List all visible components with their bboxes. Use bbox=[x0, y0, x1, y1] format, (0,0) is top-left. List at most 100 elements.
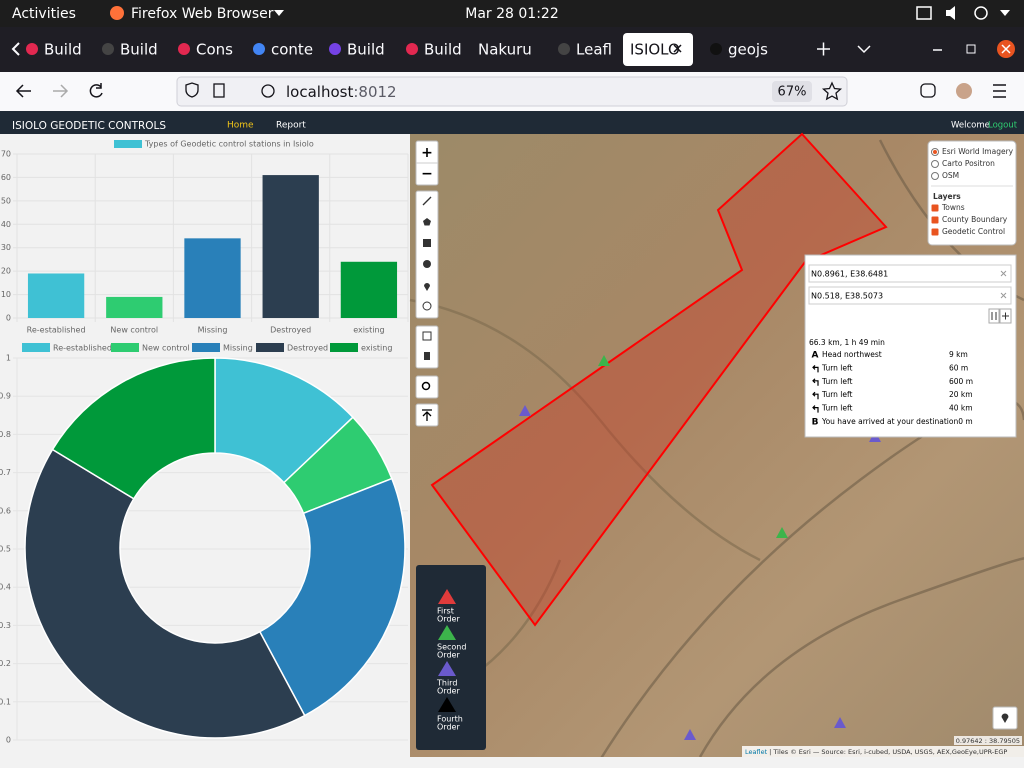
draw-line[interactable] bbox=[422, 196, 432, 206]
overlay-label[interactable]: Geodetic Control bbox=[942, 227, 1005, 236]
control-marker[interactable] bbox=[519, 405, 531, 416]
tab-active[interactable] bbox=[623, 33, 693, 66]
radio[interactable] bbox=[931, 172, 939, 180]
pocket[interactable] bbox=[920, 83, 936, 98]
overlay-label[interactable]: Towns bbox=[941, 203, 965, 212]
brand[interactable]: ISIOLO GEODETIC CONTROLS bbox=[12, 120, 166, 132]
tab-title[interactable]: Leafl bbox=[576, 41, 612, 59]
draw-circle[interactable] bbox=[423, 260, 431, 268]
tab-title[interactable]: conte bbox=[271, 41, 313, 59]
draw-toolbar bbox=[415, 190, 439, 319]
volume-icon bbox=[946, 6, 955, 20]
bookmark-star[interactable] bbox=[821, 81, 843, 101]
tab-title[interactable]: Build bbox=[424, 41, 462, 59]
url-box[interactable] bbox=[176, 76, 848, 107]
control-marker[interactable] bbox=[834, 717, 846, 728]
base-layer-label[interactable]: OSM bbox=[942, 171, 959, 180]
draw-polygon[interactable] bbox=[423, 218, 431, 226]
turn-icon bbox=[812, 364, 819, 373]
river bbox=[409, 298, 761, 562]
waypoint-input[interactable] bbox=[808, 264, 1012, 283]
checkbox[interactable] bbox=[931, 204, 939, 212]
leaflet-link[interactable]: Leaflet bbox=[745, 748, 768, 756]
attribution-text: | Tiles © Esri — Source: Esri, i-cubed, … bbox=[769, 748, 1007, 756]
perm-icon bbox=[261, 84, 275, 98]
reverse-button[interactable] bbox=[988, 308, 1000, 324]
reload[interactable] bbox=[89, 83, 103, 98]
zoom-pill[interactable] bbox=[772, 81, 812, 102]
control-marker[interactable] bbox=[598, 355, 610, 366]
layer-control bbox=[927, 140, 1017, 246]
base-layer-label[interactable]: Carto Positron bbox=[942, 159, 995, 168]
menu[interactable] bbox=[993, 84, 1006, 98]
draw-marker[interactable] bbox=[424, 283, 430, 291]
tab-title[interactable]: ISIOLO bbox=[630, 41, 680, 59]
base-layer-label[interactable]: Esri World Imagery bbox=[942, 147, 1014, 156]
y-tick-label: 0.8 bbox=[0, 430, 11, 439]
y-tick-label: 0.2 bbox=[0, 659, 11, 668]
zoom-in[interactable]: + bbox=[421, 145, 433, 161]
checkbox[interactable] bbox=[931, 216, 939, 224]
y-tick-label: 0.7 bbox=[0, 468, 11, 477]
locate-icon bbox=[1001, 713, 1009, 723]
radio[interactable] bbox=[931, 160, 939, 168]
tab-title[interactable]: Cons bbox=[196, 41, 233, 59]
turn-icon bbox=[812, 405, 819, 413]
clock[interactable]: Mar 28 01:22 bbox=[465, 6, 558, 22]
tab-title[interactable]: Build bbox=[347, 41, 385, 59]
waypoint-input[interactable] bbox=[808, 286, 1012, 305]
tab-title[interactable]: Build bbox=[44, 41, 82, 59]
x-tick-label: Missing bbox=[198, 326, 228, 335]
control-marker[interactable] bbox=[776, 527, 788, 538]
delete-layers[interactable] bbox=[424, 352, 430, 360]
step-distance: 20 km bbox=[949, 390, 973, 399]
back[interactable] bbox=[15, 84, 31, 98]
legend-text: Order bbox=[437, 723, 460, 732]
legend-swatch bbox=[330, 343, 358, 352]
checkbox[interactable] bbox=[931, 228, 939, 236]
window-close-x bbox=[1001, 44, 1011, 54]
activities[interactable]: Activities bbox=[12, 6, 76, 22]
tab-icon bbox=[26, 43, 38, 55]
step-instruction: Head northwest bbox=[822, 350, 882, 359]
zoom-level[interactable]: 67% bbox=[778, 85, 807, 100]
step-instruction: Turn left bbox=[821, 377, 852, 386]
url-text[interactable]: localhost:8012 bbox=[286, 83, 397, 101]
system-arrow bbox=[1000, 10, 1010, 16]
control-marker[interactable] bbox=[684, 729, 696, 740]
nav-link[interactable]: Home bbox=[227, 121, 254, 131]
overlay-label[interactable]: County Boundary bbox=[942, 215, 1008, 224]
waypoint-text[interactable]: N0.518, E38.5073 bbox=[811, 292, 883, 301]
tab-title[interactable]: Nakuru bbox=[478, 41, 532, 59]
step-text: You have arrived at your destination0 m bbox=[821, 417, 973, 426]
y-tick-label: 0.3 bbox=[0, 621, 11, 630]
waypoint-remove[interactable] bbox=[1000, 292, 1007, 299]
legend-swatch bbox=[114, 140, 142, 148]
y-tick-label: 0.5 bbox=[0, 545, 11, 554]
y-tick-label: 0 bbox=[6, 314, 11, 323]
url-host: localhost bbox=[286, 83, 353, 101]
profile[interactable] bbox=[956, 83, 972, 99]
zoom-out[interactable]: − bbox=[421, 166, 433, 182]
legend-label: Destroyed bbox=[287, 344, 328, 353]
edit-layers[interactable] bbox=[422, 331, 432, 341]
draw-rect[interactable] bbox=[423, 239, 431, 247]
draw-circlemarker[interactable] bbox=[422, 301, 432, 311]
search-control[interactable] bbox=[415, 375, 439, 399]
legend-swatch bbox=[22, 343, 50, 352]
logout[interactable]: Logout bbox=[988, 121, 1018, 131]
waypoint-remove[interactable] bbox=[1000, 270, 1007, 277]
nav-link[interactable]: Report bbox=[276, 121, 306, 131]
tab-title[interactable]: geojs bbox=[728, 41, 768, 59]
river bbox=[698, 557, 1024, 758]
waypoint-text[interactable]: N0.8961, E38.6481 bbox=[811, 270, 888, 279]
new-tab bbox=[817, 42, 830, 56]
coordinates: 0.97642 : 38.79505 bbox=[956, 737, 1020, 745]
tab-list bbox=[857, 45, 871, 54]
maximize bbox=[966, 44, 976, 54]
attribution-box bbox=[742, 746, 1024, 757]
legend-swatch bbox=[256, 343, 284, 352]
tab-title[interactable]: Build bbox=[120, 41, 158, 59]
app-menu[interactable]: Firefox Web Browser bbox=[131, 6, 274, 22]
coord-box bbox=[954, 736, 1022, 745]
